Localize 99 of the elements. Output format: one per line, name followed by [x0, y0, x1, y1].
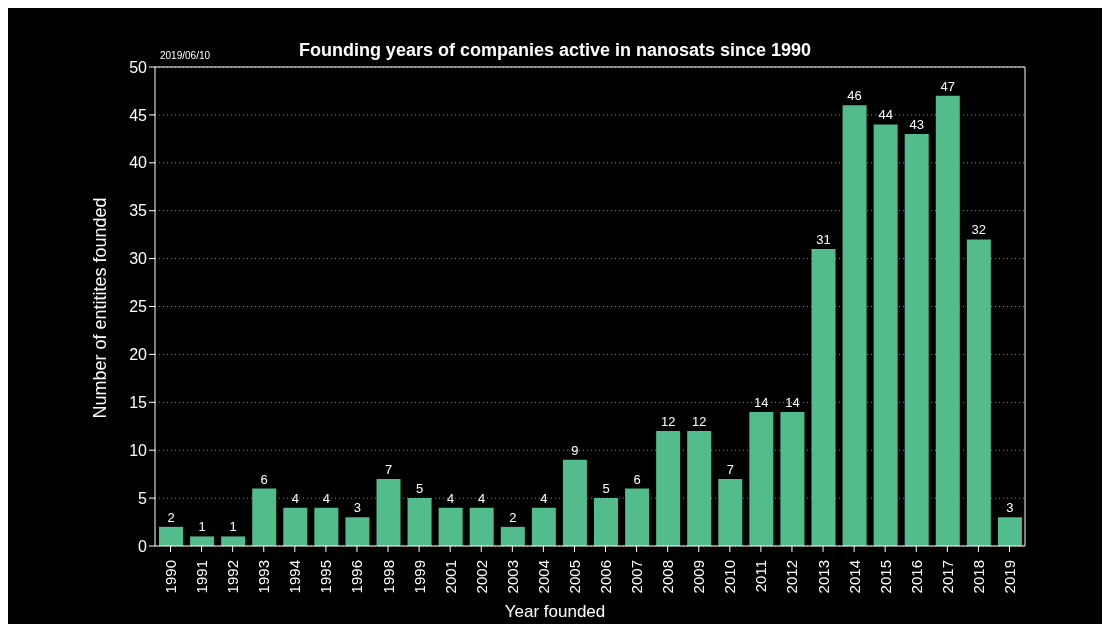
bar [966, 239, 991, 546]
data-label: 2 [509, 509, 517, 525]
x-tick-label: 2019 [1000, 560, 1018, 594]
data-label: 47 [940, 78, 956, 94]
data-label: 44 [878, 107, 893, 123]
data-label: 31 [816, 232, 831, 248]
x-tick-label: 1994 [286, 560, 304, 594]
bar [159, 526, 183, 546]
x-tick-label: 2014 [845, 560, 863, 594]
x-tick-label: 2017 [938, 560, 956, 594]
data-label: 2 [167, 509, 175, 525]
bar [873, 124, 898, 546]
bar [407, 498, 432, 546]
x-tick-label: 2012 [783, 560, 801, 594]
bar [562, 459, 587, 546]
x-tick-label: 1995 [317, 560, 335, 594]
x-tick-label: 2001 [441, 560, 459, 594]
bar [221, 536, 246, 546]
y-tick-label: 0 [138, 537, 148, 555]
x-tick-label: 2009 [690, 560, 708, 594]
data-label: 9 [571, 442, 579, 458]
y-tick-label: 5 [138, 489, 148, 507]
y-tick-label: 35 [129, 202, 148, 220]
bar [190, 536, 215, 546]
bar [469, 507, 494, 546]
x-tick-label: 2013 [814, 560, 832, 594]
x-tick-label: 2018 [969, 560, 987, 594]
data-label: 7 [384, 461, 393, 477]
data-label: 6 [260, 471, 268, 487]
x-tick-label: 2002 [472, 560, 490, 594]
y-axis-title: Number of entitites founded [89, 197, 111, 419]
bar [749, 411, 774, 546]
data-label: 4 [322, 490, 330, 506]
y-tick-label: 45 [129, 106, 148, 124]
data-label: 14 [754, 394, 769, 410]
x-tick-label: 2011 [752, 560, 770, 593]
bar [904, 134, 929, 546]
bar [283, 507, 308, 546]
x-tick-label: 2003 [503, 560, 521, 594]
bar [345, 517, 370, 546]
bar [594, 498, 618, 546]
chart-title: Founding years of companies active in nanosats since 1990 [298, 40, 812, 60]
bar [718, 478, 743, 546]
data-label: 12 [691, 414, 707, 430]
y-tick-label: 40 [129, 154, 148, 172]
x-tick-label: 1998 [379, 560, 397, 594]
x-tick-label: 1999 [410, 560, 428, 594]
x-tick-label: 1992 [224, 560, 242, 594]
x-tick-label: 2005 [565, 560, 583, 594]
data-label: 4 [291, 490, 299, 506]
x-tick-label: 1991 [193, 560, 211, 594]
y-tick-label: 20 [129, 346, 148, 364]
data-label: 1 [229, 519, 237, 535]
data-label: 1 [198, 519, 206, 535]
data-label: 14 [785, 394, 800, 410]
bar [252, 488, 277, 546]
y-tick-label: 15 [129, 393, 148, 411]
bar [997, 517, 1022, 546]
bar [687, 431, 712, 546]
x-tick-label: 2007 [628, 560, 646, 594]
bar [438, 507, 463, 546]
y-tick-label: 50 [129, 58, 148, 76]
x-tick-label: 1996 [348, 560, 366, 594]
y-tick-label: 30 [129, 250, 148, 268]
data-label: 4 [540, 490, 548, 506]
bar [314, 507, 339, 546]
data-label: 3 [1006, 500, 1014, 516]
x-tick-label: 2015 [876, 560, 894, 594]
data-label: 4 [447, 490, 455, 506]
bar [935, 95, 960, 546]
bar [531, 507, 556, 546]
data-label: 5 [602, 481, 610, 497]
data-label: 7 [726, 461, 734, 477]
data-label: 46 [847, 88, 862, 104]
x-tick-label: 1993 [255, 560, 273, 594]
bar [500, 526, 525, 546]
bar [656, 431, 681, 546]
data-label: 43 [909, 117, 924, 133]
data-label: 4 [478, 490, 486, 506]
x-tick-label: 2008 [659, 560, 677, 594]
x-tick-label: 2006 [597, 560, 615, 594]
data-label: 3 [353, 500, 362, 516]
bar [625, 488, 650, 546]
data-label: 6 [633, 471, 641, 487]
x-tick-label: 2010 [721, 560, 739, 594]
y-tick-label: 10 [129, 441, 148, 459]
data-label: 12 [660, 414, 676, 430]
bar [780, 411, 805, 546]
bar [811, 249, 836, 546]
data-label: 32 [971, 222, 987, 238]
x-tick-label: 2016 [907, 560, 925, 594]
x-axis-title: Year founded [503, 602, 607, 622]
text: 2019/06/10 [160, 50, 211, 61]
bar [376, 478, 401, 546]
x-tick-label: 1990 [162, 560, 180, 594]
y-tick-label: 25 [129, 298, 148, 316]
x-tick-label: 2004 [534, 560, 552, 594]
data-label: 5 [415, 481, 424, 497]
bar [842, 105, 867, 546]
